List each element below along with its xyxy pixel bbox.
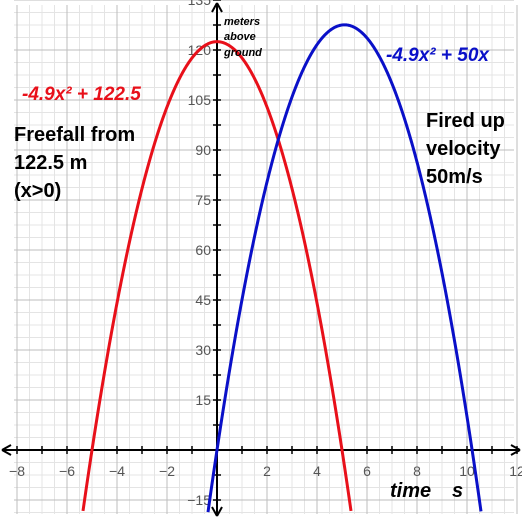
- y-axis-label-line3: ground: [223, 47, 262, 59]
- x-axis-arrow-left: [1, 444, 12, 456]
- x-tick-label: 6: [363, 463, 371, 479]
- x-tick-label: 2: [263, 463, 271, 479]
- x-tick-label: 12: [509, 463, 522, 479]
- x-tick-label: 10: [459, 463, 475, 479]
- y-tick-label: 105: [188, 92, 212, 108]
- series-curves: [81, 23, 483, 513]
- y-axis-arrow-bottom: [211, 506, 223, 517]
- x-tick-label: −2: [159, 463, 175, 479]
- y-axis-arrow-top: [211, 2, 223, 13]
- y-tick-label: 60: [195, 242, 211, 258]
- annotation-right-2: velocity: [426, 138, 501, 160]
- y-tick-label: 75: [195, 192, 211, 208]
- y-tick-label: 30: [195, 342, 211, 358]
- x-axis-label: time: [390, 480, 431, 502]
- annotation-left-1: Freefall from: [14, 124, 135, 146]
- x-tick-label: −8: [9, 463, 25, 479]
- annotation-left-2: 122.5 m: [14, 152, 87, 174]
- series-line-freefall: [81, 40, 353, 512]
- annotation-left-3: (x>0): [14, 180, 61, 202]
- annotation-right-3: 50m/s: [426, 166, 483, 188]
- x-tick-label: 8: [413, 463, 421, 479]
- y-axis-label-line1: meters: [224, 16, 260, 28]
- annotation-right-1: Fired up: [426, 110, 505, 132]
- series-label-blue: -4.9x² + 50x: [386, 45, 490, 66]
- series-line-fired-up: [206, 23, 483, 513]
- x-tick-label: 4: [313, 463, 321, 479]
- x-axis-unit: s: [452, 480, 463, 502]
- x-tick-label: −6: [59, 463, 75, 479]
- y-tick-label: 15: [195, 392, 211, 408]
- y-tick-label: 135: [188, 0, 212, 8]
- x-tick-label: −4: [109, 463, 125, 479]
- y-tick-label-negative: −15: [187, 492, 211, 508]
- y-axis-label-line2: above: [224, 31, 256, 43]
- series-label-red: -4.9x² + 122.5: [22, 84, 141, 105]
- y-tick-label: 45: [195, 292, 211, 308]
- x-axis-arrow-right: [510, 444, 521, 456]
- y-tick-label: 90: [195, 142, 211, 158]
